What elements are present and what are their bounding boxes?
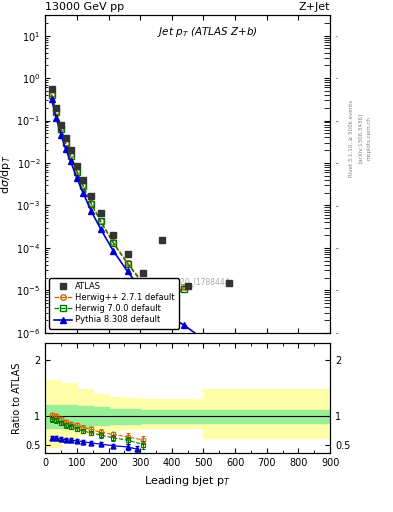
Herwig++ 2.7.1 default — [141, 280, 146, 286]
Pythia 8.308 default — [75, 175, 79, 181]
Pythia 8.308 default — [81, 190, 86, 196]
ATLAS — [63, 135, 68, 141]
Pythia 8.308 default — [125, 268, 130, 274]
Pythia 8.308 default — [182, 322, 187, 328]
Herwig++ 2.7.1 default — [54, 109, 59, 115]
Herwig++ 2.7.1 default — [81, 182, 86, 188]
ATLAS — [75, 163, 79, 169]
Pythia 8.308 default — [160, 309, 165, 315]
Herwig 7.0.0 default — [98, 218, 103, 224]
ATLAS — [68, 147, 73, 153]
Herwig 7.0.0 default — [75, 169, 79, 175]
ATLAS — [54, 104, 59, 111]
Herwig++ 2.7.1 default — [98, 218, 103, 224]
Herwig 7.0.0 default — [160, 301, 165, 307]
Herwig 7.0.0 default — [182, 286, 187, 292]
ATLAS — [185, 283, 190, 289]
Herwig 7.0.0 default — [54, 110, 59, 116]
Text: Z+Jet: Z+Jet — [299, 2, 330, 12]
Herwig 7.0.0 default — [59, 126, 63, 132]
Line: Pythia 8.308 default: Pythia 8.308 default — [49, 96, 231, 361]
Pythia 8.308 default — [63, 146, 68, 153]
Text: Rivet 3.1.10, ≥ 500k events: Rivet 3.1.10, ≥ 500k events — [349, 100, 354, 177]
ATLAS — [141, 270, 146, 276]
Text: ATLAS_2020_I1788444: ATLAS_2020_I1788444 — [144, 278, 231, 287]
Pythia 8.308 default — [59, 132, 63, 138]
ATLAS — [89, 193, 94, 199]
Herwig 7.0.0 default — [49, 92, 54, 98]
Herwig++ 2.7.1 default — [75, 168, 79, 174]
Herwig 7.0.0 default — [68, 153, 73, 159]
Text: mcplots.cern.ch: mcplots.cern.ch — [367, 116, 372, 160]
ATLAS — [111, 232, 116, 238]
X-axis label: Leading bjet p$_T$: Leading bjet p$_T$ — [144, 474, 231, 487]
ATLAS — [98, 210, 103, 217]
ATLAS — [81, 177, 86, 183]
Herwig++ 2.7.1 default — [68, 151, 73, 157]
Herwig++ 2.7.1 default — [89, 200, 94, 206]
Herwig 7.0.0 default — [89, 201, 94, 207]
ATLAS — [160, 238, 165, 244]
ATLAS — [226, 280, 231, 286]
Herwig++ 2.7.1 default — [63, 140, 68, 146]
Herwig 7.0.0 default — [111, 240, 116, 246]
ATLAS — [125, 251, 130, 258]
Line: ATLAS: ATLAS — [48, 86, 232, 289]
Text: Jet p$_T$ (ATLAS Z+b): Jet p$_T$ (ATLAS Z+b) — [157, 25, 258, 39]
Herwig 7.0.0 default — [141, 281, 146, 287]
Herwig++ 2.7.1 default — [49, 91, 54, 97]
Pythia 8.308 default — [141, 289, 146, 295]
Y-axis label: Ratio to ATLAS: Ratio to ATLAS — [12, 362, 22, 434]
Y-axis label: d$\sigma$/dp$_T$: d$\sigma$/dp$_T$ — [0, 155, 13, 194]
Pythia 8.308 default — [111, 248, 116, 254]
Pythia 8.308 default — [68, 158, 73, 164]
Herwig++ 2.7.1 default — [59, 125, 63, 132]
Herwig 7.0.0 default — [63, 140, 68, 146]
Pythia 8.308 default — [49, 96, 54, 102]
Line: Herwig++ 2.7.1 default: Herwig++ 2.7.1 default — [49, 91, 187, 306]
Text: [arXiv:1306.3436]: [arXiv:1306.3436] — [358, 113, 363, 163]
Herwig++ 2.7.1 default — [111, 239, 116, 245]
Text: 13000 GeV pp: 13000 GeV pp — [45, 2, 124, 12]
ATLAS — [59, 121, 63, 127]
Herwig++ 2.7.1 default — [125, 260, 130, 266]
Pythia 8.308 default — [98, 226, 103, 232]
Herwig++ 2.7.1 default — [182, 284, 187, 290]
Pythia 8.308 default — [54, 115, 59, 121]
Herwig++ 2.7.1 default — [160, 300, 165, 306]
ATLAS — [49, 86, 54, 92]
Herwig 7.0.0 default — [81, 183, 86, 189]
Herwig 7.0.0 default — [125, 261, 130, 267]
Pythia 8.308 default — [226, 355, 231, 361]
Pythia 8.308 default — [89, 208, 94, 214]
Legend: ATLAS, Herwig++ 2.7.1 default, Herwig 7.0.0 default, Pythia 8.308 default: ATLAS, Herwig++ 2.7.1 default, Herwig 7.… — [50, 278, 179, 329]
Line: Herwig 7.0.0 default: Herwig 7.0.0 default — [49, 92, 187, 307]
